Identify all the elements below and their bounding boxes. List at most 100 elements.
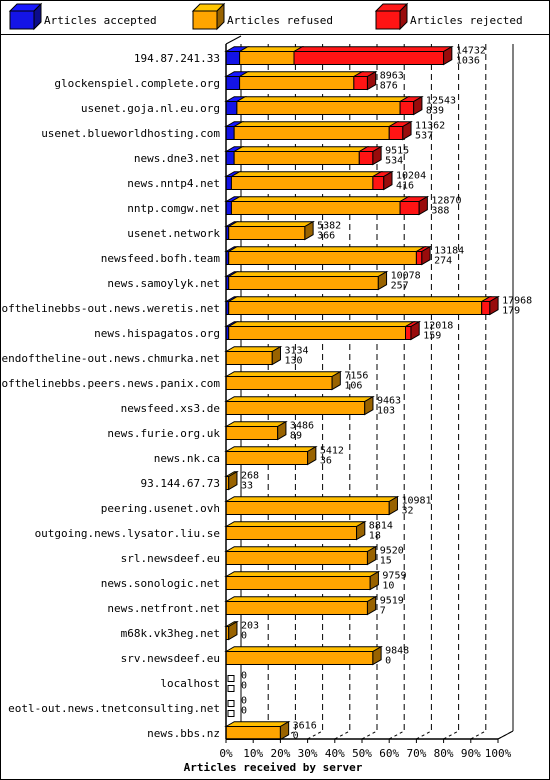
- bar-side-rejected: [421, 245, 431, 266]
- category-label: 93.144.67.73: [141, 477, 220, 490]
- gridline-floor-80: [443, 730, 459, 740]
- x-axis-title: Articles received by server: [184, 761, 363, 774]
- category-label: nntp.comgw.net: [127, 202, 220, 215]
- bar-segment-refused: [225, 601, 368, 615]
- bar-value-rejected: 130: [284, 356, 302, 367]
- bar-side-rejected: [366, 70, 377, 91]
- bar-segment-refused: [225, 351, 273, 365]
- legend-swatch-accepted: [9, 10, 35, 30]
- bar-side-refused: [277, 420, 287, 441]
- bar-value-total: 12018: [423, 321, 453, 332]
- bar-value-total: 9463: [377, 396, 401, 407]
- category-label: news.bbs.nz: [147, 727, 220, 740]
- bar-value-rejected: 32: [401, 506, 413, 517]
- bar-value-rejected: 839: [426, 106, 444, 117]
- bar-top-refused: [237, 46, 305, 52]
- bar-segment-refused: [225, 451, 309, 465]
- bar-value-rejected: 416: [396, 181, 414, 192]
- bar-side-rejected: [443, 45, 453, 66]
- empty-bar-marker: [227, 710, 235, 717]
- category-label: endofthelinebbs.peers.news.panix.com: [0, 377, 220, 390]
- bar-value-total: 9515: [385, 146, 409, 157]
- category-label: news.furie.org.uk: [107, 427, 220, 440]
- bar-top-refused: [226, 246, 427, 252]
- axes: [225, 35, 514, 743]
- bars: 1473210368963876125438391136253795155341…: [224, 45, 532, 742]
- category-label: news.netfront.net: [107, 602, 220, 615]
- bar-value-total: 5382: [317, 221, 341, 232]
- bar-value-total: 9520: [380, 546, 404, 557]
- category-label: news.nntp4.net: [127, 177, 220, 190]
- bar-segment-accepted: [225, 201, 232, 215]
- bar-value-total: 3134: [284, 346, 308, 357]
- bar-segment-refused: [225, 551, 368, 565]
- gridline-floor-60: [388, 730, 405, 740]
- category-label: m68k.vk3heg.net: [121, 627, 220, 640]
- bar-value-rejected: 0: [241, 681, 247, 692]
- x-tick-label: 90%: [461, 747, 481, 760]
- bar-value-rejected: 366: [317, 231, 335, 242]
- bar-segment-refused: [228, 226, 306, 240]
- y-axis-depth: [225, 35, 242, 45]
- bar-value-total: 9519: [380, 596, 404, 607]
- bar-value-rejected: 0: [293, 731, 299, 742]
- bar-segment-refused: [225, 401, 366, 415]
- legend-item-accepted: Articles accepted: [8, 2, 157, 31]
- empty-bar-marker: [227, 675, 235, 682]
- bar-segment-rejected: [293, 51, 445, 65]
- bar-top-refused: [229, 171, 383, 177]
- bar-value-rejected: 388: [431, 206, 449, 217]
- x-tick-label: 50%: [352, 747, 372, 760]
- bar-side-refused: [372, 645, 382, 666]
- bar-side-rejected: [413, 95, 423, 116]
- bar-top-refused: [235, 96, 411, 102]
- category-label: news.dne3.net: [134, 152, 220, 165]
- bar-side-refused: [304, 220, 314, 241]
- bar-side-rejected: [402, 120, 412, 141]
- bar-segment-accepted: [225, 151, 235, 165]
- bar-value-total: 13184: [434, 246, 464, 257]
- bar-value-rejected: 18: [369, 531, 381, 542]
- bar-value-rejected: 0: [241, 706, 247, 717]
- legend: Articles accepted Articles refused Article…: [8, 2, 523, 31]
- bar-side-rejected: [489, 295, 499, 316]
- bar-value-rejected: 7: [380, 606, 386, 617]
- bar-segment-rejected: [399, 101, 415, 115]
- bar-segment-refused: [228, 276, 379, 290]
- bar-side-refused: [366, 545, 377, 566]
- bar-segment-refused: [233, 126, 390, 140]
- bar-value-total: 7156: [344, 371, 368, 382]
- bar-top-refused: [226, 321, 416, 327]
- gridline-floor-70: [416, 730, 432, 740]
- category-label: news.nk.ca: [154, 452, 220, 465]
- bar-segment-rejected: [415, 251, 423, 265]
- bar-segment-rejected: [358, 151, 374, 165]
- bar-side-refused: [307, 445, 317, 466]
- bar-value-rejected: 0: [385, 656, 391, 667]
- gridline-floor-30: [307, 730, 323, 740]
- category-label: eotl-out.news.tnetconsulting.net: [8, 702, 220, 715]
- bar-value-rejected: 179: [502, 306, 520, 317]
- legend-swatch-refused: [192, 10, 218, 30]
- category-label: srv.newsdeef.eu: [121, 652, 220, 665]
- bar-top-refused: [224, 346, 283, 352]
- x-tick-label: 30%: [298, 747, 318, 760]
- bar-value-total: 268: [241, 471, 259, 482]
- bar-side-refused: [356, 520, 366, 541]
- bar-value-rejected: 257: [391, 281, 409, 292]
- legend-label-refused: Articles refused: [227, 14, 333, 27]
- gridline-floor-90: [470, 730, 487, 740]
- bar-segment-refused: [239, 76, 355, 90]
- bar-segment-rejected: [481, 301, 491, 315]
- legend-label-accepted: Articles accepted: [44, 14, 157, 27]
- bar-top-refused: [224, 571, 381, 577]
